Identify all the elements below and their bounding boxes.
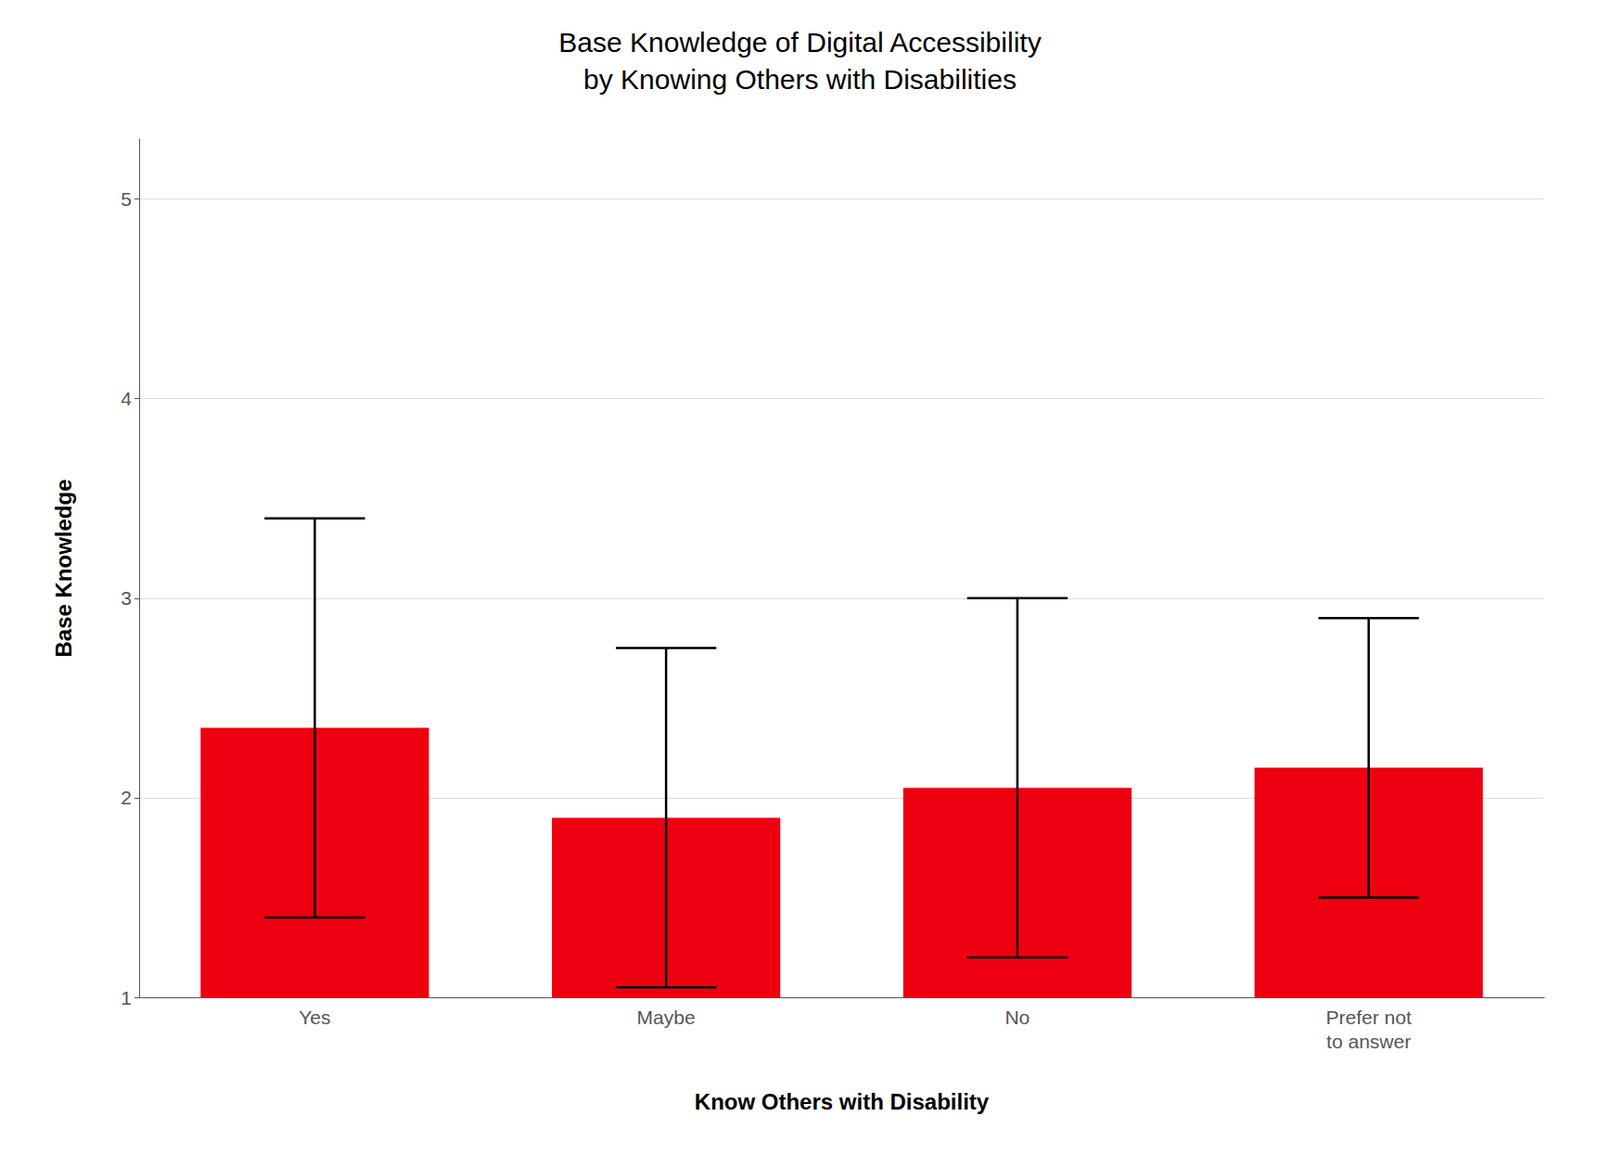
svg-text:Know Others with Disability: Know Others with Disability [694,1088,990,1114]
svg-text:Prefer not: Prefer not [1326,1006,1412,1028]
svg-text:Base Knowledge of Digital Acce: Base Knowledge of Digital Accessibility [558,26,1041,58]
svg-text:1: 1 [120,986,132,1009]
svg-text:Yes: Yes [298,1006,331,1028]
svg-text:No: No [1004,1006,1030,1028]
svg-text:2: 2 [120,786,132,808]
svg-text:5: 5 [120,188,132,210]
svg-text:by Knowing Others with Disabil: by Knowing Others with Disabilities [583,64,1017,95]
svg-text:4: 4 [120,387,132,410]
svg-text:Maybe: Maybe [637,1006,696,1028]
svg-text:to answer: to answer [1326,1030,1411,1052]
svg-text:3: 3 [120,587,132,609]
svg-text:Base Knowledge: Base Knowledge [51,478,77,657]
